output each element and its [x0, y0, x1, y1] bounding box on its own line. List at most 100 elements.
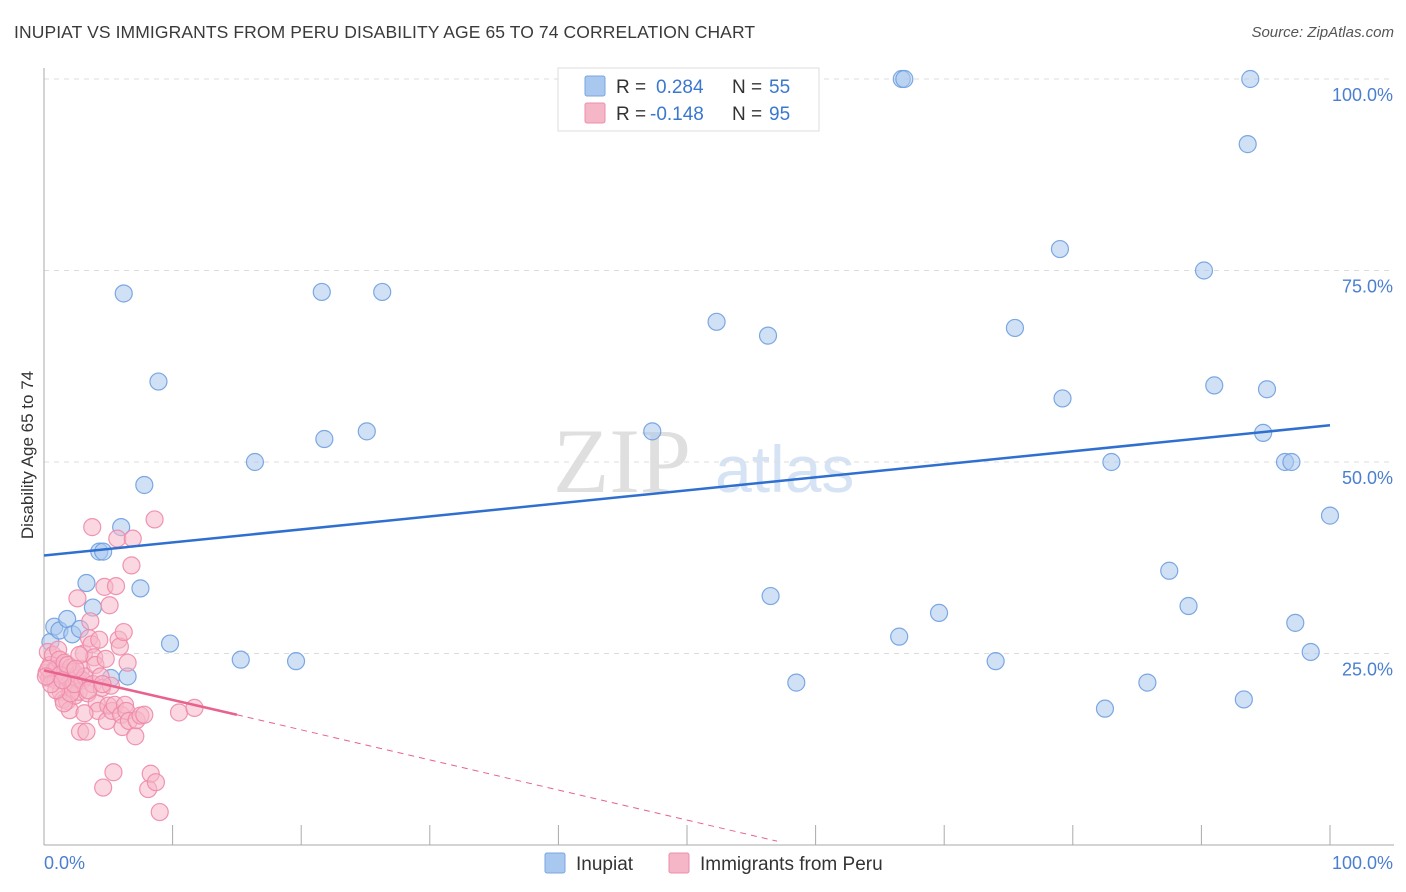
data-point	[1160, 561, 1179, 580]
data-point	[160, 634, 180, 653]
source-label: Source: ZipAtlas.com	[1251, 24, 1394, 41]
data-point	[94, 542, 113, 561]
data-point	[1194, 261, 1214, 280]
bottom-legend-label-peru: Immigrants from Peru	[700, 854, 883, 875]
y-axis-title: Disability Age 65 to 74	[18, 371, 37, 539]
data-point	[135, 705, 154, 724]
data-point	[1234, 690, 1253, 709]
bottom-legend: Inupiat Immigrants from Peru	[544, 852, 883, 875]
data-point	[108, 529, 127, 548]
data-point	[1301, 642, 1320, 662]
y-tick-label: 100.0%	[1332, 85, 1393, 105]
data-point	[126, 727, 145, 746]
data-point	[169, 703, 189, 722]
data-point	[149, 372, 168, 391]
data-point	[81, 612, 100, 631]
data-point	[150, 802, 169, 822]
data-point	[94, 778, 113, 797]
data-point	[707, 312, 726, 331]
data-point	[114, 622, 133, 642]
axes	[43, 68, 1394, 846]
data-point	[1257, 380, 1277, 399]
data-point	[890, 627, 909, 646]
legend-r-label-1: R =	[616, 104, 646, 125]
data-point	[146, 773, 165, 792]
data-point	[123, 529, 142, 548]
legend-r-value-1: -0.148	[650, 104, 704, 125]
data-point	[373, 282, 392, 302]
watermark-zip: ZIP	[553, 410, 691, 512]
data-point	[286, 652, 306, 671]
data-point	[185, 698, 204, 717]
data-point	[1138, 673, 1157, 692]
data-point	[1050, 239, 1070, 259]
data-point	[643, 422, 662, 441]
data-point	[77, 573, 96, 593]
data-point	[1286, 613, 1305, 632]
data-point	[895, 69, 914, 89]
data-point	[90, 630, 109, 649]
data-point	[758, 326, 778, 345]
trend-line-inupiat	[43, 423, 1331, 557]
data-point	[106, 576, 126, 596]
legend-n-value-0: 55	[769, 77, 790, 98]
trend-line-peru-extension	[236, 714, 778, 842]
legend-box: R = 0.284 N = 55 R = -0.148 N = 95	[557, 67, 820, 132]
data-point	[315, 429, 334, 449]
legend-swatch-peru	[584, 102, 606, 124]
data-point	[131, 579, 150, 598]
data-point	[100, 596, 119, 615]
data-point	[1282, 452, 1301, 472]
legend-r-value-0: 0.284	[656, 77, 704, 98]
data-point	[1005, 318, 1025, 338]
legend-n-value-1: 95	[769, 104, 790, 125]
data-point	[986, 652, 1005, 671]
y-tick-label: 25.0%	[1342, 660, 1393, 680]
data-point	[66, 659, 85, 678]
data-point	[1179, 596, 1198, 616]
data-point	[118, 653, 137, 672]
bottom-legend-swatch-inupiat	[544, 852, 566, 874]
y-tick-label: 75.0%	[1342, 277, 1393, 297]
data-point	[1102, 452, 1121, 472]
chart-title: INUPIAT VS IMMIGRANTS FROM PERU DISABILI…	[14, 22, 756, 42]
x-tick-label-max: 100.0%	[1332, 853, 1393, 873]
gridlines	[44, 78, 1394, 654]
legend-n-label-0: N =	[732, 77, 762, 98]
data-point	[77, 722, 96, 741]
series-inupiat	[41, 69, 1340, 718]
bottom-legend-label-inupiat: Inupiat	[576, 854, 634, 875]
data-point	[231, 650, 250, 669]
data-point	[68, 589, 87, 608]
legend-n-label-1: N =	[732, 104, 762, 125]
data-point	[1238, 135, 1257, 154]
series-immigrants-from-peru	[36, 510, 204, 822]
data-point	[83, 518, 102, 537]
data-point	[1320, 506, 1340, 525]
data-point	[357, 422, 376, 441]
data-point	[114, 284, 133, 303]
trend-lines	[43, 423, 1331, 842]
x-tick-label-min: 0.0%	[44, 853, 85, 873]
data-point	[312, 282, 331, 302]
data-point	[245, 452, 265, 472]
data-point	[96, 649, 115, 668]
data-point	[929, 603, 949, 623]
data-point	[787, 673, 806, 692]
tick-labels: 25.0% 50.0% 75.0% 100.0% 0.0% 100.0%	[44, 85, 1393, 873]
y-tick-label: 50.0%	[1342, 468, 1393, 488]
bottom-legend-swatch-peru	[668, 852, 690, 874]
data-point	[75, 704, 94, 723]
data-point	[761, 586, 780, 606]
legend-r-label-0: R =	[616, 77, 646, 98]
watermark-atlas: atlas	[715, 432, 854, 506]
legend-swatch-inupiat	[584, 75, 606, 97]
data-point	[1241, 69, 1260, 89]
data-point	[135, 475, 154, 495]
data-point	[1053, 389, 1072, 408]
trend-line-peru	[43, 669, 238, 716]
data-point	[122, 556, 141, 575]
data-point	[1095, 699, 1115, 718]
data-point	[145, 510, 164, 529]
data-point	[1205, 376, 1224, 395]
